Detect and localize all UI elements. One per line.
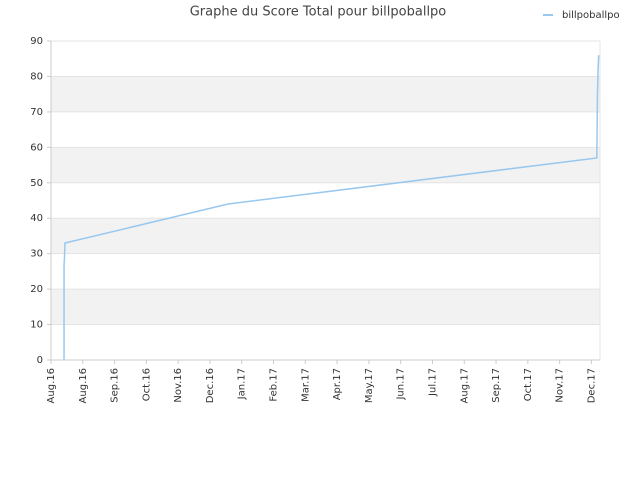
x-tick-label: Feb.17 (269, 368, 280, 402)
x-tick-label: Dec.17 (586, 368, 597, 403)
grid-band (51, 218, 600, 254)
y-tick-label: 10 (30, 320, 43, 331)
y-tick-label: 90 (30, 36, 43, 47)
x-tick-label: Aug.17 (459, 368, 470, 403)
x-tick-label: Sep.16 (110, 368, 121, 403)
grid-band (51, 76, 600, 112)
x-tick-label: Jun.17 (396, 368, 407, 401)
y-tick-label: 50 (30, 178, 43, 189)
y-tick-label: 70 (30, 107, 43, 118)
x-tick-label: May.17 (364, 368, 375, 403)
chart-title: Graphe du Score Total pour billpoballpo (190, 5, 447, 20)
x-tick-label: Aug.16 (46, 368, 57, 403)
line (63, 55, 600, 360)
x-tick-label: Jan.17 (237, 368, 248, 400)
x-tick-label: Oct.17 (523, 368, 534, 401)
y-tick-label: 30 (30, 249, 43, 260)
y-tick-label: 0 (37, 355, 43, 366)
y-tick-label: 20 (30, 284, 43, 295)
y-tick-label: 40 (30, 213, 43, 224)
x-tick-label: Mar.17 (300, 368, 311, 402)
grid-band (51, 289, 600, 325)
x-tick-label: Sep.17 (491, 368, 502, 403)
legend-label: billpoballpo (562, 10, 620, 21)
x-tick-label: Apr.17 (332, 368, 343, 400)
x-tick-label: Nov.16 (173, 368, 184, 403)
y-tick-label: 80 (30, 71, 43, 82)
y-tick-label: 60 (30, 142, 43, 153)
x-tick-label: Jul.17 (427, 368, 438, 397)
x-tick-label: Oct.16 (141, 368, 152, 401)
x-tick-label: Dec.16 (205, 368, 216, 403)
x-tick-label: Aug.16 (78, 368, 89, 403)
x-tick-label: Nov.17 (555, 368, 566, 403)
grid-band (51, 147, 600, 183)
